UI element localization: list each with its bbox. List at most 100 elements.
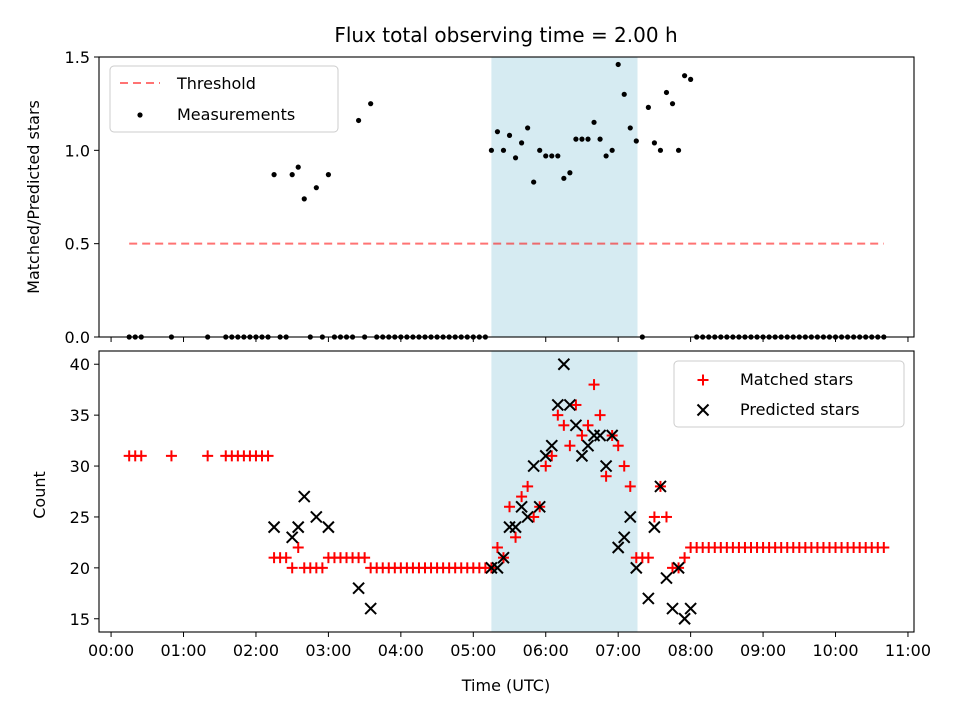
cross-stroke-b — [654, 480, 667, 493]
predicted-star-point — [593, 429, 607, 442]
measurement-point — [688, 76, 694, 82]
matched-star-point — [135, 450, 147, 462]
predicted-star-point — [557, 358, 571, 371]
cross-stroke-b — [285, 531, 299, 544]
predicted-star-point — [654, 480, 667, 493]
measurement-point — [675, 147, 682, 153]
predicted-star-point — [364, 602, 377, 615]
count-y-tick-label: 25 — [70, 508, 90, 527]
measurement-point — [645, 104, 651, 110]
matched-star-point — [546, 450, 558, 462]
predicted-star-point — [678, 612, 691, 625]
matched-star-point — [359, 552, 371, 564]
predicted-star-point — [292, 520, 305, 534]
measurement-point — [609, 147, 615, 153]
matched-star-point — [612, 440, 624, 452]
cross-stroke-b — [515, 500, 528, 513]
predicted-stars-points — [267, 358, 697, 625]
measurement-point — [585, 136, 591, 142]
cross-stroke-b — [533, 500, 546, 513]
predicted-star-point — [509, 520, 522, 534]
predicted-star-point — [497, 551, 510, 564]
predicted-star-point — [624, 510, 637, 524]
measurement-point — [657, 147, 664, 153]
measurement-point — [325, 172, 332, 178]
matched-star-point — [878, 541, 890, 553]
x-tick-label: 00:00 — [88, 641, 134, 660]
matched-star-point — [594, 409, 606, 421]
matched-star-point — [648, 511, 660, 523]
count-y-tick-label: 40 — [70, 355, 90, 374]
predicted-star-point — [642, 592, 655, 605]
cross-stroke-b — [672, 561, 685, 575]
predicted-star-point — [551, 398, 565, 412]
cross-stroke-b — [599, 459, 613, 473]
matched-star-point — [588, 379, 600, 391]
cross-stroke-b — [364, 602, 377, 615]
cross-stroke-b — [611, 541, 625, 554]
cross-stroke-b — [563, 398, 577, 412]
x-axis-label: Time (UTC) — [461, 676, 550, 695]
predicted-star-point — [521, 510, 534, 524]
matched-star-point — [679, 552, 691, 564]
ratio-legend: Threshold Measurements — [109, 65, 339, 133]
cross-stroke-b — [618, 531, 631, 544]
x-tick-label: 10:00 — [812, 641, 858, 660]
measurement-point — [591, 119, 597, 125]
x-tick-label: 05:00 — [450, 641, 496, 660]
cross-stroke-b — [267, 520, 281, 534]
cross-stroke-b — [322, 520, 335, 534]
observing-window-span — [491, 57, 638, 337]
measurement-point — [549, 153, 555, 159]
cross-stroke-b — [648, 520, 661, 534]
count-legend-box — [673, 360, 905, 428]
ratio-y-tick-label: 1.0 — [65, 141, 90, 160]
cross-stroke-b — [527, 459, 540, 473]
matched-star-point — [491, 541, 503, 553]
count-y-tick-label: 15 — [70, 610, 90, 629]
cross-stroke-b — [666, 602, 679, 615]
measurement-point — [627, 125, 633, 131]
measurement-point — [289, 172, 295, 178]
measurement-point — [579, 136, 585, 142]
cross-stroke-b — [551, 398, 565, 412]
measurement-point — [531, 179, 537, 185]
legend-measurement-swatch — [137, 112, 143, 118]
cross-stroke-b — [684, 602, 697, 615]
matched-star-point — [510, 531, 522, 543]
measurement-point — [512, 155, 519, 161]
predicted-star-point — [563, 398, 577, 412]
predicted-star-point — [527, 459, 540, 473]
ratio-y-tick-label: 1.5 — [65, 48, 90, 67]
x-tick-label: 03:00 — [305, 641, 351, 660]
legend-matched-marker — [697, 374, 709, 386]
matched-star-point — [522, 480, 534, 492]
measurement-point — [525, 125, 531, 131]
x-tick-label: 01:00 — [160, 641, 206, 660]
matched-star-point — [576, 430, 588, 442]
count-x-ticks: 00:00 01:00 02:00 03:00 04:00 05:00 06:00 07:00… — [88, 632, 931, 660]
measurement-point — [651, 140, 658, 146]
cross-stroke-b — [491, 561, 504, 575]
matched-star-point — [280, 552, 292, 564]
measurement-point — [561, 175, 567, 181]
predicted-star-point — [660, 571, 673, 585]
count-legend: Matched stars Predicted stars — [673, 360, 905, 428]
x-tick-label: 07:00 — [595, 641, 641, 660]
predicted-star-point — [515, 500, 528, 513]
ratio-axes-frame — [98, 56, 915, 338]
cross-stroke-b — [605, 429, 619, 442]
predicted-star-point — [285, 531, 299, 544]
cross-stroke-b — [557, 358, 571, 371]
legend-predicted-label: Predicted stars — [740, 400, 860, 419]
cross-stroke-b — [545, 439, 558, 452]
measurement-point — [681, 73, 688, 79]
measurement-point — [271, 172, 277, 178]
matched-star-point — [558, 419, 570, 431]
cross-stroke-b — [630, 561, 643, 575]
matched-star-point — [165, 450, 177, 462]
legend-threshold-label: Threshold — [176, 74, 256, 93]
cross-stroke-b — [292, 520, 305, 534]
measurement-point — [615, 61, 621, 68]
predicted-star-point — [310, 510, 323, 524]
